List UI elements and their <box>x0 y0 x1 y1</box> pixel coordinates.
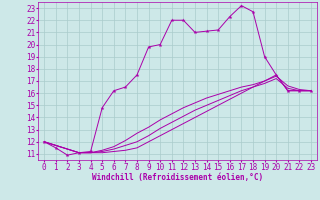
X-axis label: Windchill (Refroidissement éolien,°C): Windchill (Refroidissement éolien,°C) <box>92 173 263 182</box>
